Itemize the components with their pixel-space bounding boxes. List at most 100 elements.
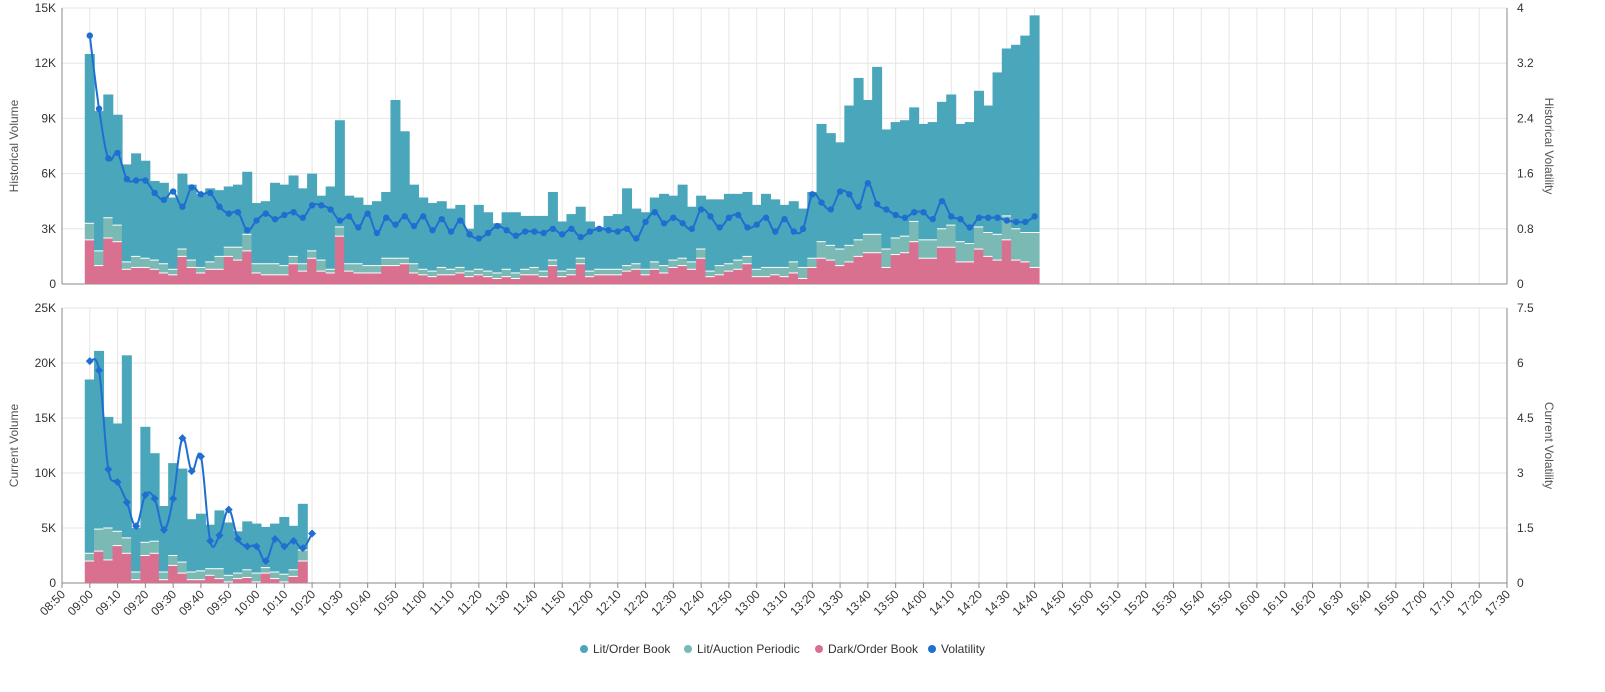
bar-dark-order-book bbox=[232, 578, 243, 583]
bar-lit-order-book bbox=[974, 90, 985, 227]
y2-tick-label: 3 bbox=[1517, 466, 1524, 480]
volatility-point bbox=[725, 214, 733, 221]
bar-dark-order-book bbox=[158, 579, 169, 583]
x-tick-label: 12:40 bbox=[676, 587, 707, 618]
volatility-point bbox=[512, 232, 520, 239]
volatility-point bbox=[892, 211, 899, 219]
bar-dark-order-book bbox=[584, 276, 595, 284]
volatility-point bbox=[966, 224, 973, 231]
volatility-point bbox=[336, 217, 344, 224]
bar-dark-order-book bbox=[622, 271, 633, 284]
bar-lit-auction-periodic bbox=[1001, 215, 1012, 240]
volatility-point bbox=[568, 225, 575, 232]
bar-dark-order-book bbox=[242, 577, 253, 583]
volatility-point bbox=[290, 209, 297, 216]
bar-lit-auction-periodic bbox=[279, 265, 290, 275]
bar-lit-auction-periodic bbox=[686, 261, 697, 270]
bar-lit-auction-periodic bbox=[464, 271, 475, 277]
bar-lit-auction-periodic bbox=[84, 553, 95, 561]
bar-lit-order-book bbox=[84, 379, 95, 554]
bar-lit-auction-periodic bbox=[510, 272, 521, 279]
bar-lit-auction-periodic bbox=[131, 572, 142, 580]
bar-lit-order-book bbox=[862, 100, 873, 235]
x-tick-label: 11:30 bbox=[482, 587, 513, 618]
y2-axis-title: Historical Volatility bbox=[1542, 98, 1556, 195]
x-tick-label: 17:20 bbox=[1454, 587, 1485, 618]
bar-lit-order-book bbox=[288, 175, 299, 257]
bar-dark-order-book bbox=[288, 576, 299, 583]
volatility-point bbox=[187, 467, 196, 476]
bar-dark-order-book bbox=[538, 276, 549, 284]
legend-marker-icon bbox=[928, 645, 936, 653]
bar-lit-auction-periodic bbox=[279, 574, 290, 582]
bar-lit-order-book bbox=[242, 171, 253, 235]
bar-lit-auction-periodic bbox=[751, 269, 762, 277]
bar-lit-auction-periodic bbox=[825, 245, 836, 261]
bar-lit-order-book bbox=[381, 192, 392, 259]
volatility-point bbox=[142, 177, 149, 184]
bar-dark-order-book bbox=[436, 274, 447, 284]
panel-current: 0 5K 10K 15K 20K 25K 0 1.5 3 4.5 6 7.5 Current Volum… bbox=[7, 301, 1556, 590]
bar-lit-auction-periodic bbox=[1020, 232, 1031, 262]
bar-lit-auction-periodic bbox=[473, 269, 484, 275]
volatility-point bbox=[104, 465, 113, 474]
bar-lit-order-book bbox=[316, 195, 327, 261]
volatility-point bbox=[86, 32, 93, 39]
volatility-point bbox=[799, 225, 807, 232]
bar-dark-order-book bbox=[418, 274, 429, 284]
bar-lit-order-book bbox=[131, 528, 142, 572]
bar-dark-order-book bbox=[612, 274, 623, 284]
bar-lit-order-book bbox=[84, 54, 95, 224]
volatility-point bbox=[827, 206, 835, 213]
volatility-point bbox=[734, 211, 742, 219]
bar-dark-order-book bbox=[408, 272, 419, 284]
bar-dark-order-book bbox=[103, 559, 114, 583]
bar-lit-auction-periodic bbox=[232, 247, 243, 261]
bar-lit-order-book bbox=[909, 107, 920, 222]
legend-item: Dark/Order Book bbox=[815, 642, 919, 656]
bar-dark-order-book bbox=[927, 258, 938, 284]
bar-lit-auction-periodic bbox=[584, 271, 595, 277]
bar-lit-auction-periodic bbox=[297, 263, 308, 272]
volatility-point bbox=[744, 224, 751, 231]
bar-dark-order-book bbox=[1029, 267, 1040, 284]
volatility-point bbox=[809, 191, 816, 198]
x-tick-label: 14:00 bbox=[898, 587, 929, 618]
bar-dark-order-book bbox=[936, 247, 947, 284]
bar-lit-auction-periodic bbox=[936, 228, 947, 248]
bar-dark-order-book bbox=[520, 274, 531, 284]
bar-lit-auction-periodic bbox=[195, 570, 206, 580]
bar-lit-order-book bbox=[557, 221, 568, 272]
bar-lit-auction-periodic bbox=[1029, 232, 1040, 268]
bar-lit-order-book bbox=[779, 204, 790, 268]
bar-lit-auction-periodic bbox=[223, 575, 234, 582]
x-tick-label: 15:20 bbox=[1121, 587, 1152, 618]
bar-dark-order-book bbox=[94, 265, 105, 284]
volatility-point bbox=[271, 215, 279, 223]
bar-lit-auction-periodic bbox=[112, 531, 123, 546]
volatility-point bbox=[846, 191, 853, 198]
bar-lit-auction-periodic bbox=[677, 258, 688, 266]
bar-lit-order-book bbox=[649, 197, 660, 262]
bar-lit-order-book bbox=[168, 197, 179, 270]
bar-lit-order-book bbox=[825, 133, 836, 246]
bar-lit-auction-periodic bbox=[520, 269, 531, 275]
bar-dark-order-book bbox=[112, 241, 123, 284]
bar-lit-auction-periodic bbox=[927, 239, 938, 259]
bar-lit-order-book bbox=[464, 228, 475, 272]
bar-lit-order-book bbox=[260, 201, 271, 264]
bar-lit-order-book bbox=[223, 522, 234, 576]
x-tick-label: 11:50 bbox=[538, 587, 569, 618]
bar-dark-order-book bbox=[631, 269, 642, 284]
y2-axis-title: Current Volatility bbox=[1542, 402, 1556, 489]
bar-lit-order-book bbox=[723, 193, 734, 264]
bar-lit-order-book bbox=[659, 193, 670, 266]
bar-lit-order-book bbox=[205, 188, 216, 262]
volatility-point bbox=[1031, 213, 1038, 220]
volatility-point bbox=[688, 225, 696, 232]
bar-lit-auction-periodic bbox=[798, 267, 809, 279]
volatility-point bbox=[271, 535, 280, 543]
volatility-point bbox=[151, 189, 158, 197]
x-tick-label: 13:00 bbox=[732, 587, 763, 618]
bar-lit-auction-periodic bbox=[983, 232, 994, 257]
